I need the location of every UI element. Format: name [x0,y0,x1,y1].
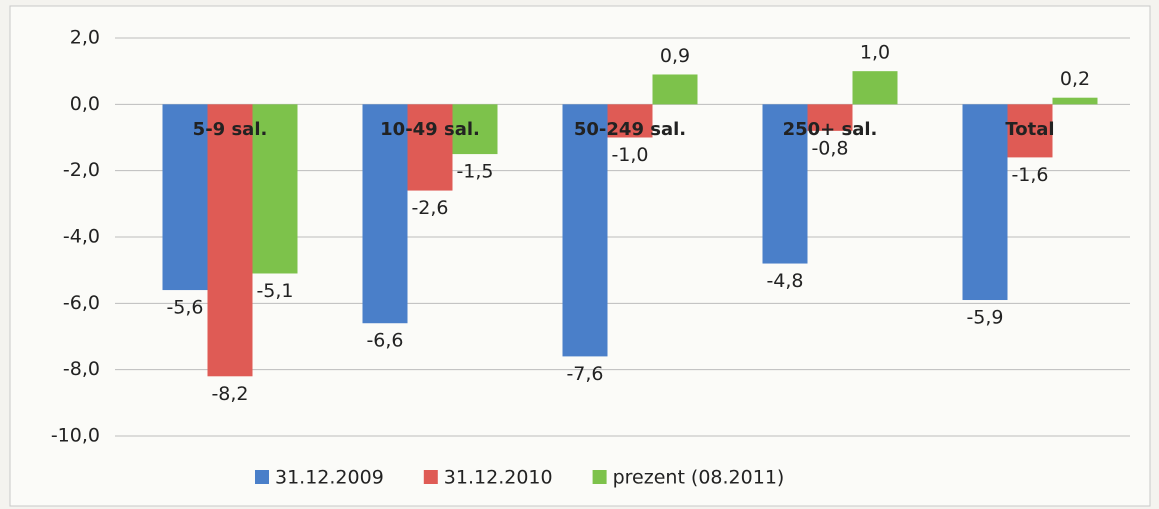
legend-swatch [255,470,269,484]
y-tick-label: -4,0 [63,226,100,248]
data-label: -5,1 [256,280,293,302]
data-label: -8,2 [211,383,248,405]
bar [207,104,253,377]
y-tick-label: -8,0 [63,358,100,380]
y-tick-label: -10,0 [51,425,100,447]
data-label: -5,6 [166,297,203,319]
bar [407,104,453,191]
data-label: -6,6 [366,330,403,352]
y-tick-label: -2,0 [63,159,100,181]
y-tick-label: 0,0 [70,93,100,115]
legend-label: 31.12.2010 [444,467,553,489]
category-label: 250+ sal. [783,119,878,140]
bar [652,74,698,105]
category-label: 10-49 sal. [380,119,480,140]
legend-label: 31.12.2009 [275,467,384,489]
legend-label: prezent (08.2011) [613,467,785,489]
category-label: 50-249 sal. [574,119,686,140]
data-label: -4,8 [766,270,803,292]
bar [1052,97,1098,105]
data-label: -5,9 [966,307,1003,329]
bar [362,104,408,324]
data-label: 1,0 [860,42,890,64]
bar [607,104,653,138]
bar [562,104,608,357]
legend-swatch [592,470,607,484]
category-label: Total [1005,119,1054,140]
data-label: -1,0 [611,144,648,166]
legend-swatch [423,470,438,484]
bar [1007,104,1053,158]
data-label: 0,9 [660,45,690,67]
y-tick-label: 2,0 [70,27,100,49]
bar [762,104,808,264]
data-label: -2,6 [411,197,448,219]
bar [962,104,1008,301]
data-label: -0,8 [811,137,848,159]
bar [252,104,298,274]
y-tick-label: -6,0 [63,292,100,314]
bar [162,104,208,291]
data-label: 0,2 [1060,68,1090,90]
data-label: -7,6 [566,363,603,385]
bar [807,104,853,131]
bar [452,104,498,155]
bar [852,71,898,105]
data-label: -1,6 [1011,164,1048,186]
category-label: 5-9 sal. [193,119,268,140]
data-label: -1,5 [456,161,493,183]
